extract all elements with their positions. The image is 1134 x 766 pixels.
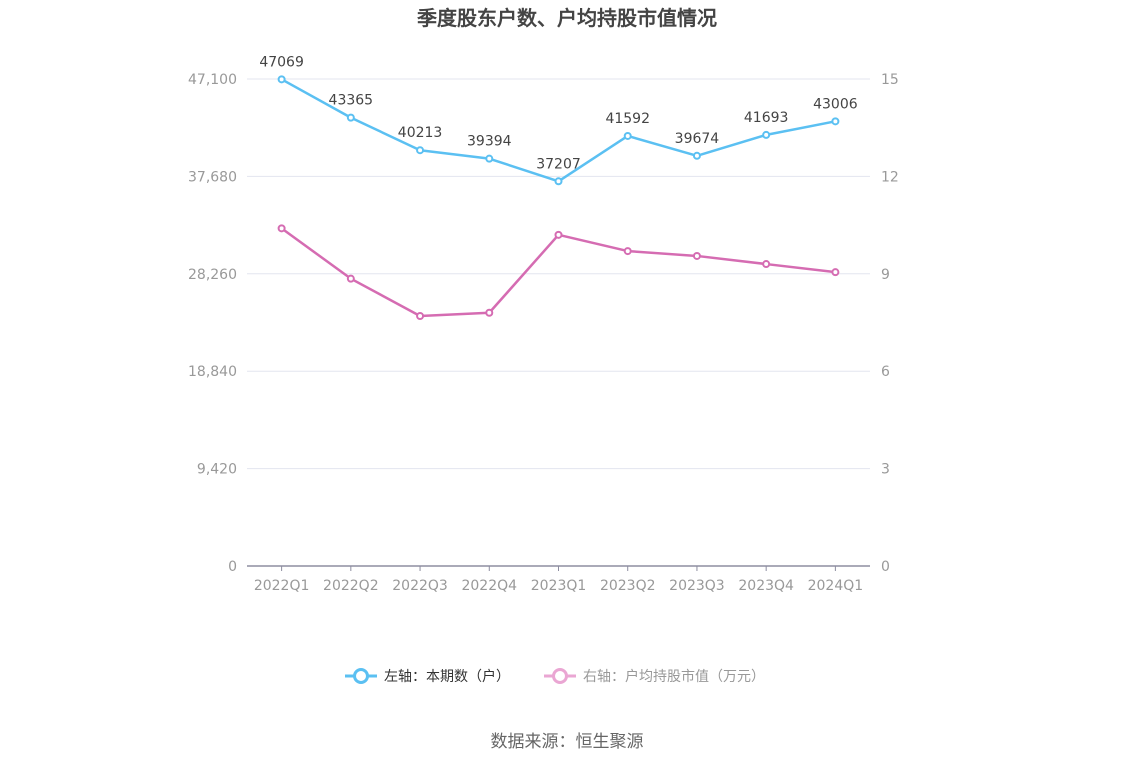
data-point-right[interactable] bbox=[277, 224, 286, 233]
x-tick-label: 2023Q4 bbox=[738, 578, 794, 594]
data-point-left[interactable] bbox=[554, 177, 563, 186]
x-tick-label: 2022Q1 bbox=[254, 578, 310, 594]
x-tick-label: 2024Q1 bbox=[808, 578, 864, 594]
left-tick-label: 18,840 bbox=[188, 364, 237, 380]
legend-item-left-series[interactable]: 左轴：本期数（户） bbox=[345, 668, 510, 685]
data-point-right[interactable] bbox=[554, 230, 563, 239]
x-tick-label: 2022Q3 bbox=[392, 578, 448, 594]
series-right bbox=[277, 224, 840, 321]
left-tick-label: 37,680 bbox=[188, 169, 237, 185]
left-axis: 0 9,420 18,840 28,260 37,680 47,100 bbox=[188, 72, 237, 575]
data-label: 43365 bbox=[329, 93, 374, 109]
data-label: 43006 bbox=[813, 96, 858, 112]
legend-marker-right bbox=[552, 668, 568, 684]
data-label: 40213 bbox=[398, 125, 443, 141]
data-point-left[interactable] bbox=[623, 131, 632, 140]
data-point-left[interactable] bbox=[831, 117, 840, 126]
data-label: 37207 bbox=[536, 156, 581, 172]
series-left: 47069 43365 40213 39394 37207 41592 39674 41693… bbox=[259, 54, 858, 186]
legend[interactable]: 左轴：本期数（户） 右轴：户均持股市值（万元） bbox=[345, 668, 765, 685]
data-point-right[interactable] bbox=[485, 308, 494, 317]
data-point-left[interactable] bbox=[485, 154, 494, 163]
chart-title: 季度股东户数、户均持股市值情况 bbox=[416, 6, 717, 30]
series-line-right bbox=[280, 227, 836, 318]
left-tick-label: 9,420 bbox=[197, 462, 237, 478]
data-point-right[interactable] bbox=[416, 312, 425, 321]
x-axis: 2022Q1 2022Q2 2022Q3 2022Q4 2023Q1 2023Q2 2023… bbox=[247, 565, 870, 594]
data-label: 39394 bbox=[467, 134, 512, 150]
x-tick-label: 2023Q2 bbox=[600, 578, 656, 594]
left-tick-label: 28,260 bbox=[188, 267, 237, 283]
data-point-left[interactable] bbox=[277, 75, 286, 84]
left-tick-label: 0 bbox=[228, 559, 237, 575]
data-point-right[interactable] bbox=[762, 260, 771, 269]
grid bbox=[247, 78, 870, 470]
legend-item-right-series[interactable]: 右轴：户均持股市值（万元） bbox=[544, 668, 765, 685]
right-tick-label: 3 bbox=[881, 462, 890, 478]
right-tick-label: 0 bbox=[881, 559, 890, 575]
left-tick-label: 47,100 bbox=[188, 72, 237, 88]
data-label: 47069 bbox=[259, 54, 304, 70]
right-tick-label: 15 bbox=[881, 72, 899, 88]
x-tick-label: 2022Q2 bbox=[323, 578, 379, 594]
right-tick-label: 9 bbox=[881, 267, 890, 283]
legend-marker-left bbox=[353, 668, 369, 684]
legend-label-left: 左轴：本期数（户） bbox=[384, 668, 510, 685]
data-point-left[interactable] bbox=[416, 146, 425, 155]
data-label: 41693 bbox=[744, 110, 789, 126]
series-group: 47069 43365 40213 39394 37207 41592 39674 41693… bbox=[259, 54, 858, 321]
right-tick-label: 12 bbox=[881, 169, 899, 185]
x-tick-label: 2023Q3 bbox=[669, 578, 725, 594]
data-point-left[interactable] bbox=[346, 113, 355, 122]
right-axis: 0 3 6 9 12 15 bbox=[881, 72, 899, 575]
data-point-left[interactable] bbox=[762, 130, 771, 139]
right-tick-label: 6 bbox=[881, 364, 890, 380]
x-tick-label: 2022Q4 bbox=[461, 578, 517, 594]
data-label: 39674 bbox=[675, 131, 720, 147]
data-label: 41592 bbox=[605, 111, 650, 127]
data-point-right[interactable] bbox=[623, 247, 632, 256]
x-tick-label: 2023Q1 bbox=[531, 578, 587, 594]
data-point-right[interactable] bbox=[346, 274, 355, 283]
data-point-left[interactable] bbox=[692, 151, 701, 160]
legend-label-right: 右轴：户均持股市值（万元） bbox=[583, 668, 765, 685]
data-source: 数据来源：恒生聚源 bbox=[491, 732, 644, 752]
data-point-right[interactable] bbox=[831, 268, 840, 277]
data-point-right[interactable] bbox=[692, 251, 701, 260]
